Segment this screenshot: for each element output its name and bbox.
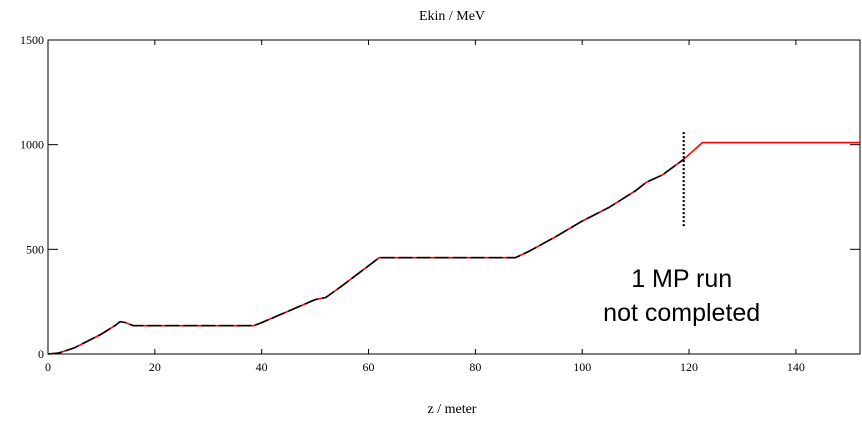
x-tick-label: 120: [680, 360, 698, 374]
chart-title: Ekin / MeV: [419, 9, 485, 24]
x-tick-label: 60: [363, 360, 375, 374]
x-axis-title: z / meter: [428, 402, 477, 417]
y-tick-label: 0: [38, 347, 44, 361]
x-tick-label: 140: [787, 360, 805, 374]
annotation-text-line: not completed: [603, 299, 760, 327]
y-tick-label: 1500: [20, 33, 44, 47]
y-tick-label: 500: [26, 242, 44, 256]
x-tick-label: 0: [45, 360, 51, 374]
x-tick-label: 40: [256, 360, 268, 374]
series-line-1: [47, 158, 685, 355]
x-tick-label: 80: [469, 360, 481, 374]
plot-frame: [47, 39, 861, 355]
y-tick-label: 1000: [20, 138, 44, 152]
x-tick-label: 100: [573, 360, 591, 374]
annotation-text-line: 1 MP run: [631, 265, 732, 293]
x-tick-label: 20: [149, 360, 161, 374]
